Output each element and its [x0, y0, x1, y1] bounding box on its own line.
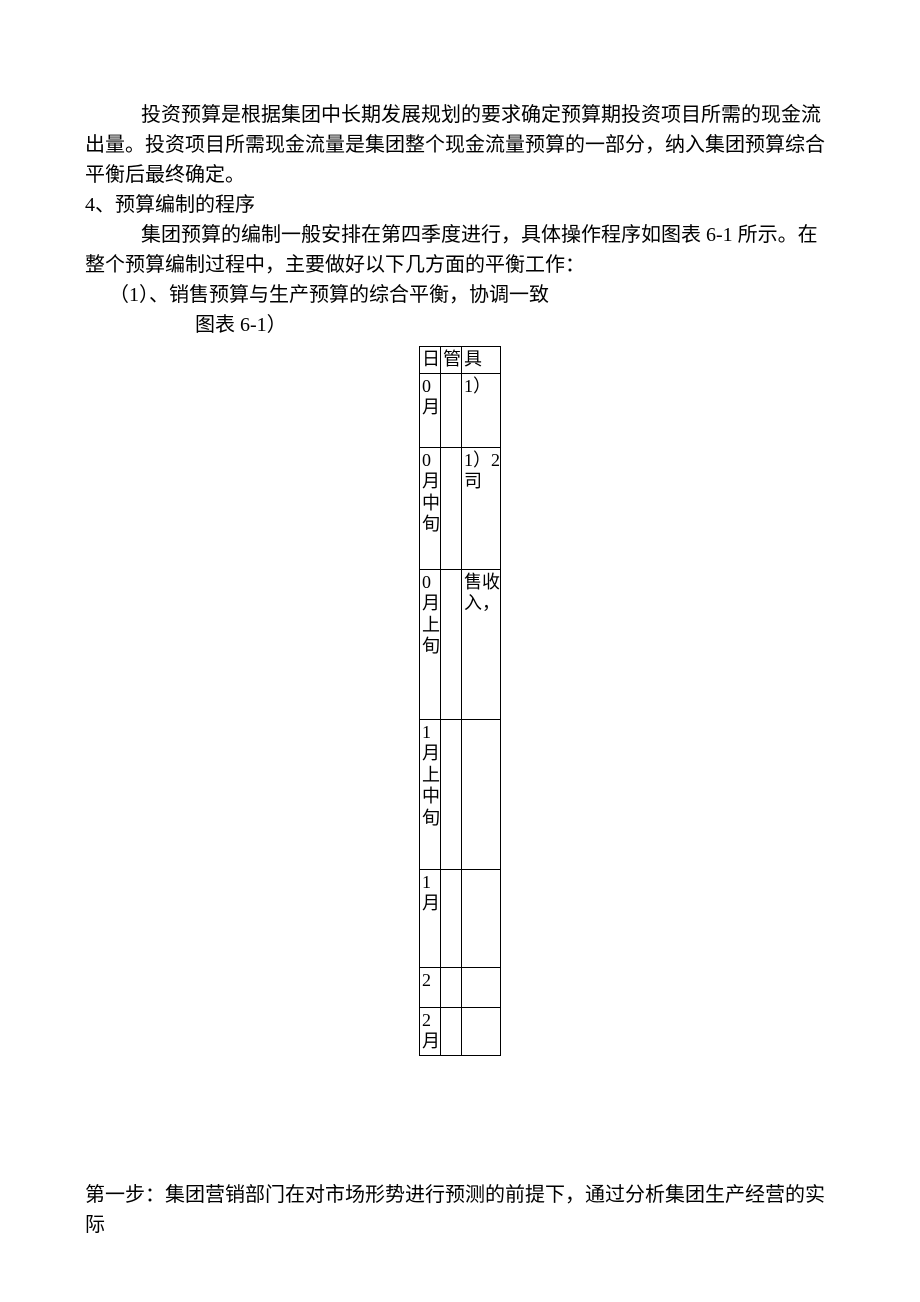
- paragraph-step-1: 第一步：集团营销部门在对市场形势进行预测的前提下，通过分析集团生产经营的实际: [85, 1180, 835, 1240]
- cell-0-0: 0月: [420, 373, 441, 447]
- cell-3-1: [441, 719, 462, 869]
- paragraph-investment: 投资预算是根据集团中长期发展规划的要求确定预算期投资项目所需的现金流出量。投资项…: [85, 100, 835, 190]
- cell-0-1: [441, 373, 462, 447]
- cell-6-1: [441, 1007, 462, 1055]
- cell-5-2: [462, 967, 501, 1007]
- figure-label: 图表 6-1）: [85, 310, 835, 340]
- cell-3-0: 1月上中旬: [420, 719, 441, 869]
- th-2: 具: [462, 347, 501, 374]
- cell-4-1: [441, 869, 462, 967]
- cell-6-0: 2月: [420, 1007, 441, 1055]
- cell-1-2: 1）2司: [462, 447, 501, 569]
- cell-3-2: [462, 719, 501, 869]
- cell-6-2: [462, 1007, 501, 1055]
- item-1: （1）、销售预算与生产预算的综合平衡，协调一致: [85, 280, 835, 310]
- th-1: 管: [441, 347, 462, 374]
- th-0: 日: [420, 347, 441, 374]
- cell-2-1: [441, 569, 462, 719]
- cell-0-2: 1）: [462, 373, 501, 447]
- cell-5-1: [441, 967, 462, 1007]
- cell-1-0: 0月中旬: [420, 447, 441, 569]
- cell-4-0: 1月: [420, 869, 441, 967]
- cell-2-2: 售收入，: [462, 569, 501, 719]
- cell-2-0: 0月上旬: [420, 569, 441, 719]
- heading-4: 4、预算编制的程序: [85, 190, 835, 220]
- cell-1-1: [441, 447, 462, 569]
- schedule-table: 日管具 0月 1） 0月中旬 1）2司 0月上旬售收入， 1月上中旬1月22月: [419, 346, 501, 1056]
- table-wrap: 日管具 0月 1） 0月中旬 1）2司 0月上旬售收入， 1月上中旬1月22月: [85, 346, 835, 1056]
- cell-4-2: [462, 869, 501, 967]
- cell-5-0: 2: [420, 967, 441, 1007]
- paragraph-process: 集团预算的编制一般安排在第四季度进行，具体操作程序如图表 6-1 所示。在整个预…: [85, 220, 835, 280]
